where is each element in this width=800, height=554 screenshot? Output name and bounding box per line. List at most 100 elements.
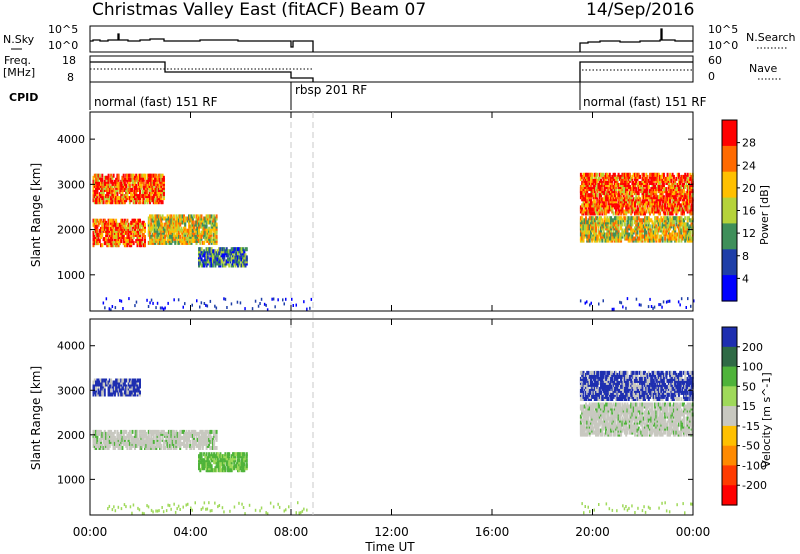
- echo-cell: [605, 218, 608, 223]
- echo-cell: [134, 304, 136, 308]
- echo-cell: [606, 232, 609, 237]
- echo-cell: [660, 185, 663, 189]
- echo-cell: [96, 181, 99, 186]
- echo-cell: [583, 207, 586, 212]
- echo-cell: [147, 228, 150, 233]
- echo-cell: [689, 172, 692, 177]
- echo-cell: [156, 192, 159, 197]
- echo-cell: [188, 240, 190, 245]
- echo-cell: [144, 446, 146, 450]
- echo-cell: [131, 226, 134, 231]
- echo-cell: [155, 446, 158, 450]
- echo-cell: [637, 172, 640, 177]
- echo-cell: [671, 199, 674, 204]
- echo-cell: [194, 439, 197, 444]
- echo-cell: [585, 203, 587, 208]
- echo-cell: [121, 198, 124, 203]
- echo-cell: [601, 209, 604, 214]
- echo-cell: [101, 431, 104, 436]
- echo-cell: [634, 197, 636, 202]
- echo-cell: [592, 181, 595, 185]
- echo-cell: [120, 181, 123, 186]
- echo-cell: [184, 443, 187, 448]
- echo-cell: [242, 249, 244, 254]
- echo-cell: [602, 205, 605, 210]
- echo-cell: [101, 177, 104, 182]
- echo-cell: [243, 462, 246, 467]
- echo-cell: [206, 462, 209, 467]
- echo-cell: [579, 176, 582, 181]
- echo-cell: [198, 454, 200, 459]
- echo-cell: [676, 216, 679, 221]
- echo-cell: [608, 205, 611, 210]
- echo-cell: [209, 299, 212, 303]
- echo-cell: [637, 191, 640, 196]
- echo-cell: [122, 194, 125, 199]
- echo-cell: [92, 243, 95, 248]
- echo-cell: [96, 228, 99, 233]
- echo-cell: [120, 239, 123, 244]
- echo-cell: [655, 234, 658, 239]
- echo-cell: [630, 222, 633, 227]
- echo-cell: [200, 214, 203, 219]
- echo-cell: [144, 243, 146, 248]
- echo-cell: [201, 240, 204, 245]
- echo-cell: [634, 191, 636, 196]
- freq-tick-top: 18: [62, 54, 76, 67]
- echo-cell: [591, 174, 594, 179]
- echo-cell: [146, 175, 149, 180]
- date-label: 14/Sep/2016: [586, 0, 694, 20]
- echo-cell: [211, 263, 214, 268]
- echo-cell: [103, 188, 106, 192]
- echo-cell: [585, 376, 587, 381]
- echo-cell: [115, 220, 118, 225]
- echo-cell: [215, 251, 218, 256]
- echo-cell: [676, 232, 679, 237]
- echo-cell: [587, 370, 590, 375]
- echo-cell: [92, 230, 95, 235]
- echo-cell: [655, 218, 658, 223]
- echo-cell: [587, 238, 590, 243]
- echo-cell: [180, 238, 183, 243]
- echo-cell: [616, 236, 619, 241]
- echo-cell: [608, 390, 611, 395]
- echo-cell: [93, 446, 96, 450]
- echo-cell: [581, 197, 584, 202]
- echo-cell: [688, 228, 690, 233]
- echo-cell: [161, 234, 164, 239]
- echo-cell: [647, 305, 650, 309]
- echo-cell: [92, 175, 95, 180]
- echo-cell: [111, 431, 114, 436]
- echo-cell: [196, 230, 199, 235]
- echo-cell: [149, 194, 151, 199]
- echo-cell: [157, 238, 160, 243]
- echo-cell: [139, 218, 141, 223]
- echo-cell: [224, 297, 227, 301]
- echo-cell: [224, 452, 227, 457]
- echo-cell: [600, 397, 602, 401]
- echo-cell: [583, 222, 586, 227]
- echo-cell: [132, 233, 135, 237]
- echo-cell: [136, 194, 139, 199]
- echo-cell: [588, 193, 591, 198]
- echo-cell: [667, 181, 670, 185]
- echo-cell: [631, 394, 634, 399]
- echo-cell: [672, 187, 675, 192]
- echo-cell: [116, 386, 119, 391]
- echo-cell: [685, 236, 688, 241]
- echo-cell: [171, 220, 174, 225]
- echo-cell: [647, 209, 650, 214]
- echo-cell: [108, 200, 111, 205]
- echo-cell: [613, 193, 616, 198]
- echo-cell: [585, 224, 587, 229]
- echo-cell: [140, 173, 143, 178]
- echo-cell: [655, 207, 658, 212]
- echo-cell: [649, 193, 651, 198]
- echo-cell: [593, 185, 596, 189]
- echo-cell: [625, 226, 628, 231]
- echo-cell: [670, 203, 673, 208]
- echo-cell: [174, 234, 177, 239]
- echo-cell: [152, 194, 155, 199]
- echo-cell: [233, 452, 236, 457]
- echo-cell: [605, 384, 608, 389]
